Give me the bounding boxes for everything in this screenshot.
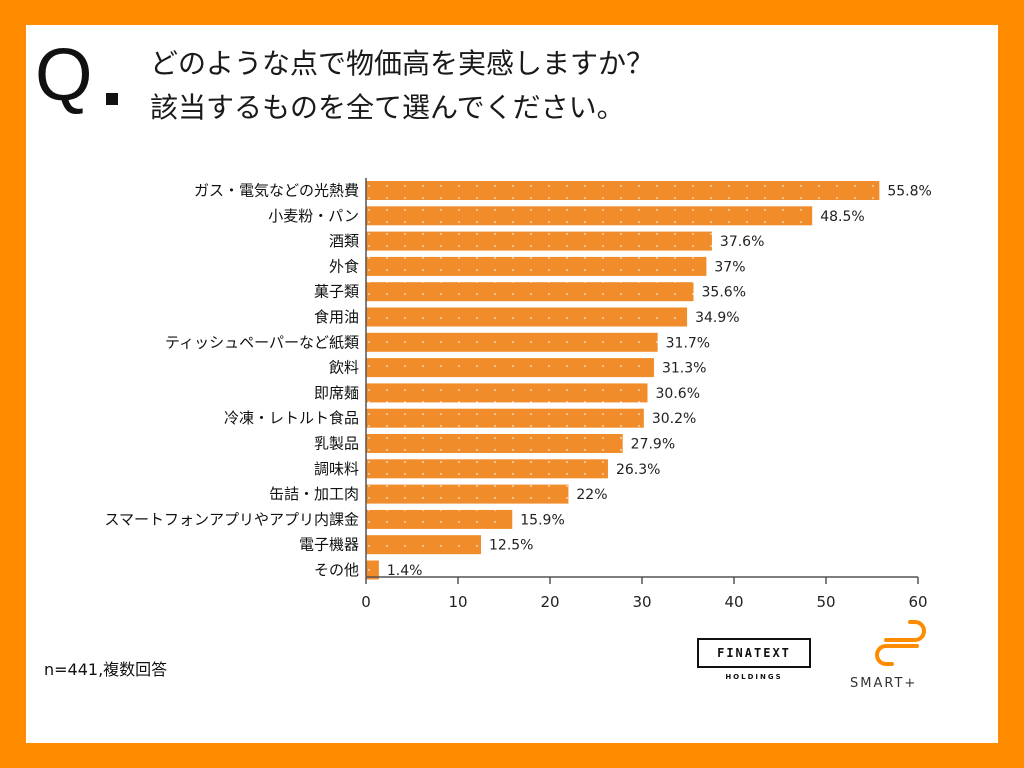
- value-label: 37.6%: [720, 234, 764, 250]
- value-label: 31.3%: [662, 361, 706, 377]
- category-label: 酒類: [329, 232, 359, 250]
- value-label: 22%: [576, 487, 607, 503]
- value-label: 35.6%: [702, 285, 746, 301]
- category-label: 外食: [329, 257, 359, 275]
- x-tick-label: 30: [632, 593, 651, 611]
- category-label: 小麦粉・パン: [268, 207, 359, 225]
- question-mark: Q: [35, 33, 93, 116]
- x-tick-label: 60: [908, 593, 927, 611]
- value-label: 37%: [714, 259, 745, 275]
- category-label: 缶詰・加工肉: [269, 485, 359, 503]
- smart-plus-logo: SMART+: [846, 612, 942, 696]
- category-label: 即席麺: [314, 384, 359, 402]
- bar-texture: [366, 535, 481, 555]
- finatext-subtitle: HOLDINGS: [725, 673, 783, 681]
- bar-texture: [366, 256, 707, 276]
- bar-texture: [366, 307, 688, 327]
- category-label: 飲料: [329, 359, 359, 377]
- bar-texture: [366, 484, 569, 504]
- value-label: 27.9%: [631, 437, 675, 453]
- value-label: 30.2%: [652, 411, 696, 427]
- value-label: 26.3%: [616, 462, 660, 478]
- x-tick-label: 50: [816, 593, 835, 611]
- bar-texture: [366, 181, 880, 200]
- value-label: 15.9%: [520, 512, 564, 528]
- x-tick-label: 40: [724, 593, 743, 611]
- category-label: 冷凍・レトルト食品: [224, 409, 359, 427]
- bar-texture: [366, 383, 648, 403]
- bar-texture: [366, 231, 712, 251]
- bar-texture: [366, 206, 813, 226]
- value-label: 55.8%: [887, 184, 931, 200]
- x-tick-label: 20: [540, 593, 559, 611]
- category-label: その他: [314, 561, 359, 579]
- chart-bars: ガス・電気などの光熱費 55.8% 小麦粉・パン 48.5% 酒類 37.6% 外食 37% 菓…: [104, 181, 932, 580]
- value-label: 34.9%: [695, 310, 739, 326]
- bar-texture: [366, 434, 623, 453]
- value-label: 48.5%: [820, 209, 864, 225]
- chart-axis: 0 10 20 30 40 50 60: [361, 178, 928, 611]
- category-label: 食用油: [314, 308, 359, 326]
- bar-texture: [366, 282, 694, 302]
- category-label: ガス・電気などの光熱費: [194, 182, 359, 200]
- x-tick-label: 10: [448, 593, 467, 611]
- category-label: 乳製品: [314, 435, 359, 453]
- value-label: 30.6%: [656, 386, 700, 402]
- sample-note: n=441,複数回答: [44, 660, 168, 679]
- smart-plus-wordmark: SMART+: [850, 676, 918, 691]
- category-label: 電子機器: [299, 536, 359, 554]
- bar-texture: [366, 509, 513, 529]
- bar-texture: [366, 560, 379, 580]
- category-label: 菓子類: [314, 283, 359, 301]
- bar-texture: [366, 408, 644, 428]
- x-tick-label: 0: [361, 593, 371, 611]
- value-label: 1.4%: [387, 563, 423, 579]
- question-dot: [106, 93, 118, 105]
- smart-plus-icon: [875, 620, 926, 666]
- value-label: 31.7%: [666, 335, 710, 351]
- question-line-1: どのような点で物価高を実感しますか？: [150, 47, 655, 80]
- finatext-logo: FINATEXT HOLDINGS: [697, 638, 811, 690]
- category-label: ティッシュペーパーなど紙類: [165, 333, 359, 351]
- question-line-2: 該当するものを全て選んでください。: [150, 91, 625, 124]
- value-label: 12.5%: [489, 538, 533, 554]
- bar-texture: [366, 459, 608, 479]
- finatext-wordmark: FINATEXT: [697, 638, 811, 668]
- bar-texture: [366, 358, 654, 378]
- category-label: 調味料: [314, 460, 359, 478]
- bar-texture: [366, 332, 658, 352]
- category-label: スマートフォンアプリやアプリ内課金: [104, 510, 359, 528]
